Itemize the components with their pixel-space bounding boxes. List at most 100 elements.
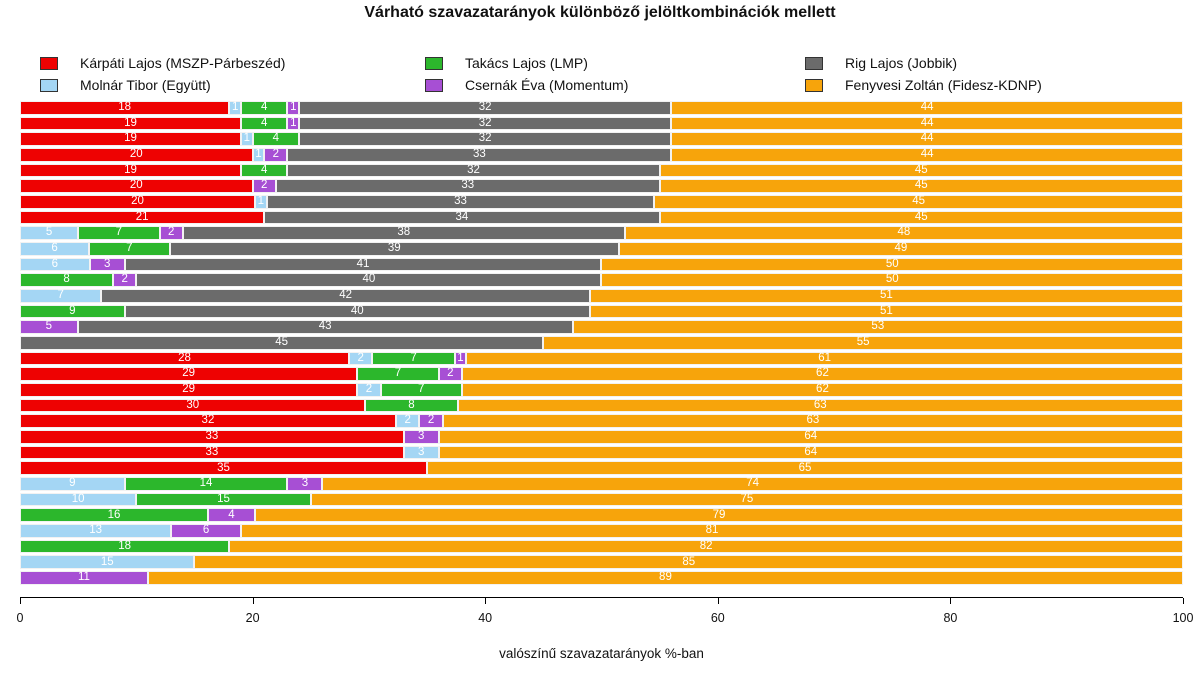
bar-segment-fenyvesi: 63 — [457, 398, 1183, 413]
bar-segment-fenyvesi: 55 — [543, 336, 1183, 350]
segment-value-label: 50 — [885, 273, 899, 286]
bar-segment-fenyvesi: 45 — [654, 195, 1183, 209]
bar-row: 7 42 51 — [20, 289, 1183, 303]
segment-value-label: 13 — [89, 524, 102, 537]
bar-segment-fenyvesi: 44 — [671, 148, 1183, 162]
bar-segment-rig: 32 — [299, 101, 672, 115]
bar-segment-csernak: 11 — [20, 571, 148, 585]
bar-row: 32 2 2 63 — [20, 414, 1183, 429]
segment-value-label: 63 — [813, 398, 827, 411]
segment-value-label: 65 — [798, 461, 812, 474]
bar-segment-molnar: 1 — [229, 101, 241, 115]
segment-value-label: 29 — [182, 367, 196, 380]
segment-value-label: 19 — [124, 116, 137, 129]
segment-value-label: 63 — [806, 414, 820, 427]
segment-value-label: 20 — [131, 195, 144, 208]
legend-item-rig: Rig Lajos (Jobbik) — [805, 55, 957, 71]
bar-segment-takacs: 7 — [380, 383, 462, 397]
x-axis-tick-label: 60 — [710, 611, 725, 625]
segment-value-label: 64 — [804, 445, 818, 458]
bar-segment-fenyvesi: 53 — [572, 320, 1183, 334]
bar-segment-karpati: 20 — [20, 195, 255, 209]
bar-row: 6 7 39 49 — [20, 242, 1183, 256]
bar-segment-rig: 34 — [264, 210, 660, 225]
bar-segment-molnar: 1 — [254, 195, 267, 209]
bar-segment-molnar: 15 — [20, 555, 195, 570]
segment-value-label: 9 — [69, 477, 76, 490]
bar-row: 10 15 75 — [20, 492, 1183, 507]
segment-value-label: 2 — [404, 414, 411, 427]
bar-row: 19 4 1 32 44 — [20, 116, 1183, 131]
segment-value-label: 45 — [914, 163, 928, 176]
bar-segment-takacs: 8 — [20, 273, 114, 287]
segment-value-label: 55 — [856, 336, 870, 349]
bar-segment-karpati: 28 — [20, 351, 349, 366]
x-axis-tick — [950, 598, 952, 604]
bar-row: 29 7 2 62 — [20, 367, 1183, 382]
bar-segment-fenyvesi: 45 — [659, 210, 1183, 225]
bar-segment-fenyvesi: 81 — [240, 524, 1183, 538]
x-axis-tick-label: 40 — [478, 611, 493, 625]
segment-value-label: 2 — [261, 179, 268, 192]
segment-value-label: 5 — [45, 226, 53, 239]
legend-color-swatch-icon — [40, 78, 58, 92]
legend: Kárpáti Lajos (MSZP-Párbeszéd) Molnár Tib… — [0, 0, 1200, 100]
bar-segment-fenyvesi: 75 — [310, 492, 1183, 507]
segment-value-label: 39 — [387, 242, 401, 255]
legend-color-swatch-icon — [425, 78, 443, 92]
bar-segment-takacs: 18 — [20, 539, 230, 554]
segment-value-label: 41 — [356, 257, 370, 270]
bar-row: 28 2 7 1 61 — [20, 351, 1183, 366]
bar-segment-rig: 43 — [77, 320, 573, 334]
bar-segment-rig: 42 — [101, 289, 590, 303]
segment-value-label: 7 — [126, 242, 133, 255]
segment-value-label: 9 — [69, 304, 76, 317]
segment-value-label: 6 — [51, 257, 59, 270]
bar-segment-fenyvesi: 45 — [659, 163, 1183, 178]
segment-value-label: 1 — [290, 116, 297, 129]
segment-value-label: 64 — [804, 430, 818, 443]
segment-value-label: 3 — [301, 477, 309, 490]
bar-segment-csernak: 2 — [438, 367, 462, 382]
bar-segment-molnar: 2 — [357, 383, 381, 397]
segment-value-label: 62 — [816, 383, 829, 396]
bar-row: 35 65 — [20, 461, 1183, 476]
bar-segment-csernak: 2 — [419, 414, 443, 429]
segment-value-label: 32 — [467, 163, 480, 176]
segment-value-label: 34 — [455, 210, 469, 223]
bar-segment-fenyvesi: 63 — [442, 414, 1183, 429]
segment-value-label: 15 — [100, 555, 114, 568]
segment-value-label: 51 — [880, 289, 893, 302]
bar-segment-takacs: 16 — [20, 508, 208, 523]
bar-segment-takacs: 7 — [89, 242, 170, 256]
segment-value-label: 35 — [217, 461, 230, 474]
bar-segment-csernak: 3 — [287, 477, 323, 491]
segment-value-label: 2 — [447, 367, 454, 380]
segment-value-label: 1 — [290, 101, 297, 114]
segment-value-label: 32 — [201, 414, 215, 427]
segment-value-label: 18 — [118, 101, 132, 114]
segment-value-label: 8 — [63, 273, 70, 286]
segment-value-label: 81 — [705, 524, 719, 537]
segment-value-label: 32 — [478, 101, 492, 114]
segment-value-label: 3 — [418, 430, 425, 443]
x-axis-tick — [1183, 598, 1184, 604]
bar-segment-csernak: 5 — [20, 320, 78, 334]
segment-value-label: 7 — [410, 351, 417, 364]
segment-value-label: 1 — [231, 101, 239, 114]
segment-value-label: 29 — [182, 383, 196, 396]
bar-row: 29 2 7 62 — [20, 383, 1183, 397]
segment-value-label: 18 — [118, 539, 132, 552]
bar-segment-csernak: 1 — [287, 116, 300, 131]
bar-segment-fenyvesi: 82 — [229, 539, 1183, 554]
bar-segment-rig: 33 — [287, 148, 672, 162]
segment-value-label: 4 — [261, 101, 268, 114]
segment-value-label: 44 — [920, 101, 934, 114]
x-axis: 0 20 40 60 80 100 — [17, 597, 1193, 637]
segment-value-label: 2 — [357, 351, 364, 364]
bar-row: 9 40 51 — [20, 304, 1183, 319]
segment-value-label: 1 — [255, 148, 262, 161]
x-axis-tick — [717, 598, 719, 604]
bar-segment-csernak: 3 — [89, 257, 125, 272]
legend-color-swatch-icon — [805, 78, 823, 92]
